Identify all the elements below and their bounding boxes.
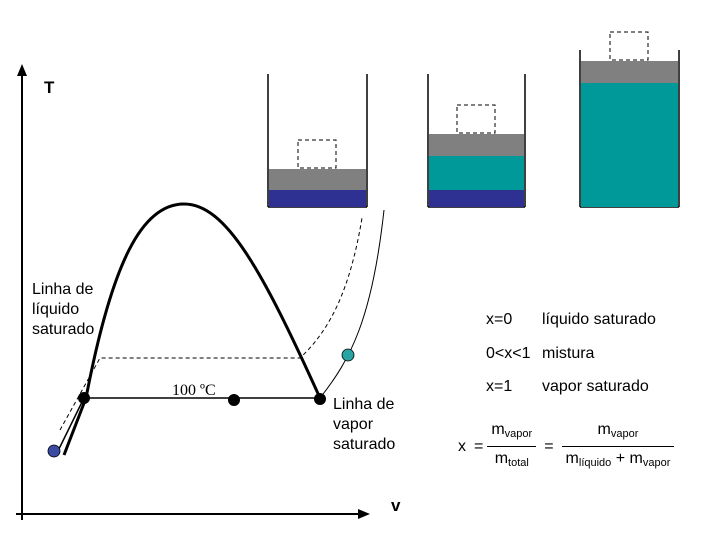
liquid-layer [429, 190, 524, 207]
piston [269, 169, 366, 190]
piston [581, 61, 678, 83]
quality-formula: x = mvapor mtotal = mvapor mlíquido + mv… [458, 420, 675, 473]
saturation-dome [84, 202, 322, 399]
formula-lhs: x [458, 437, 466, 455]
weight [297, 139, 337, 169]
y-axis-arrow [17, 64, 27, 76]
legend-desc-mixture: mistura [542, 345, 595, 362]
state-point-superheated-vapor [341, 348, 355, 362]
legend-key-x1: x=1 [486, 378, 513, 395]
piston [429, 134, 524, 156]
cylinder-mixture [427, 74, 526, 208]
liquid-line-label: Linha de líquido saturado [32, 281, 95, 338]
legend-key-mixture: 0<x<1 [486, 345, 531, 362]
compressed-liquid-line [62, 397, 88, 456]
legend-key-x0: x=0 [486, 311, 513, 328]
isotherm-label: 100 ºC [172, 382, 216, 399]
isotherm-liquid-segment [55, 397, 85, 456]
formula-equals: = [474, 437, 484, 455]
fraction-vapor-total: mvapor mtotal [487, 420, 537, 473]
x-axis-arrow [358, 509, 370, 519]
weight [456, 104, 496, 134]
weight [609, 31, 649, 61]
vapor-layer [581, 83, 678, 207]
vapor-line-label: Linha de vapor saturado [333, 396, 396, 453]
cylinder-saturated-vapor [579, 31, 680, 208]
legend-desc-x0: líquido saturado [542, 311, 656, 328]
fraction-vapor-sum: mvapor mlíquido + mvapor [561, 420, 675, 473]
cylinder-saturated-liquid [267, 74, 368, 208]
formula-equals-2: = [544, 437, 554, 455]
legend-desc-x1: vapor saturado [542, 378, 649, 395]
state-point-compressed-liquid [47, 444, 61, 458]
state-point-saturated-liquid [78, 392, 90, 404]
dashed-isotherm [59, 217, 363, 431]
liquid-layer [269, 190, 366, 207]
superheated-line [319, 209, 385, 399]
y-axis-label: T [44, 78, 55, 97]
x-axis-label: v [391, 496, 401, 515]
state-point-saturated-vapor [314, 393, 326, 405]
vapor-layer [429, 156, 524, 190]
state-point-mixture [228, 394, 240, 406]
